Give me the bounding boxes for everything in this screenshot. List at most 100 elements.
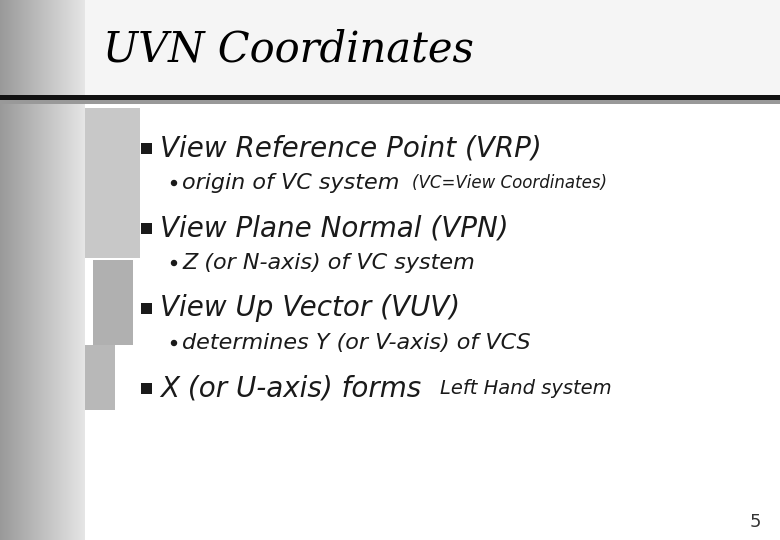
Bar [35, 0, 36, 540]
Bar [0, 100, 780, 104]
Bar [20, 0, 21, 540]
Bar [38, 0, 39, 540]
Bar [56, 0, 57, 540]
Bar [5, 0, 6, 540]
Bar [85, 345, 115, 410]
Bar [22, 0, 23, 540]
Bar [48, 0, 49, 540]
Bar [73, 0, 74, 540]
Bar [93, 260, 133, 345]
Bar [15, 0, 16, 540]
Bar [77, 0, 78, 540]
Bar [37, 0, 38, 540]
Bar [21, 0, 22, 540]
Text: View Plane Normal (VPN): View Plane Normal (VPN) [160, 214, 509, 242]
Bar [36, 0, 37, 540]
Bar [78, 0, 79, 540]
Bar [11, 0, 12, 540]
Bar [62, 0, 63, 540]
Bar [4, 0, 5, 540]
Bar [140, 302, 151, 314]
Bar [19, 0, 20, 540]
Bar [42, 0, 43, 540]
Bar [76, 0, 77, 540]
Bar [3, 0, 4, 540]
Text: Left Hand system: Left Hand system [440, 379, 612, 397]
Bar [44, 0, 45, 540]
Text: UVN Coordinates: UVN Coordinates [103, 29, 474, 71]
Bar [30, 0, 31, 540]
Bar [31, 0, 32, 540]
Bar [17, 0, 18, 540]
Bar [28, 0, 29, 540]
Bar [40, 0, 41, 540]
Bar [71, 0, 72, 540]
Circle shape [172, 180, 176, 186]
Bar [32, 0, 33, 540]
Bar [26, 0, 27, 540]
Bar [45, 0, 46, 540]
Bar [14, 0, 15, 540]
Text: View Reference Point (VRP): View Reference Point (VRP) [160, 134, 542, 162]
Bar [24, 0, 25, 540]
Text: origin of VC system: origin of VC system [182, 173, 399, 193]
Bar [18, 0, 19, 540]
Bar [52, 0, 53, 540]
Bar [41, 0, 42, 540]
Bar [6, 0, 7, 540]
Bar [61, 0, 62, 540]
Bar [80, 0, 81, 540]
Text: X (or U-axis) forms: X (or U-axis) forms [160, 374, 421, 402]
Circle shape [172, 341, 176, 346]
Bar [57, 0, 58, 540]
Bar [1, 0, 2, 540]
Bar [58, 0, 59, 540]
Bar [39, 0, 40, 540]
Bar [47, 0, 48, 540]
Bar [34, 0, 35, 540]
Bar [83, 0, 84, 540]
Bar [69, 0, 70, 540]
Bar [0, 95, 780, 100]
Bar [23, 0, 24, 540]
Bar [50, 0, 51, 540]
Bar [53, 0, 54, 540]
Bar [55, 0, 56, 540]
Bar [49, 0, 50, 540]
Bar [10, 0, 11, 540]
Bar [16, 0, 17, 540]
Bar [85, 0, 780, 95]
Bar [84, 0, 85, 540]
Bar [8, 0, 9, 540]
Bar [140, 382, 151, 394]
Bar [79, 0, 80, 540]
Text: (VC=View Coordinates): (VC=View Coordinates) [412, 174, 607, 192]
Bar [74, 0, 75, 540]
Bar [54, 0, 55, 540]
Bar [27, 0, 28, 540]
Bar [46, 0, 47, 540]
Bar [43, 0, 44, 540]
Bar [29, 0, 30, 540]
Bar [64, 0, 65, 540]
Bar [9, 0, 10, 540]
Text: View Up Vector (VUV): View Up Vector (VUV) [160, 294, 460, 322]
Text: determines Y (or V-axis) of VCS: determines Y (or V-axis) of VCS [182, 333, 530, 353]
Bar [82, 0, 83, 540]
Text: Z (or N-axis) of VC system: Z (or N-axis) of VC system [182, 253, 475, 273]
Bar [65, 0, 66, 540]
Bar [7, 0, 8, 540]
Bar [81, 0, 82, 540]
Bar [67, 0, 68, 540]
Bar [51, 0, 52, 540]
Bar [75, 0, 76, 540]
Bar [68, 0, 69, 540]
Bar [12, 0, 13, 540]
Text: 5: 5 [750, 513, 760, 531]
Bar [140, 143, 151, 153]
Bar [63, 0, 64, 540]
Bar [13, 0, 14, 540]
Bar [70, 0, 71, 540]
Circle shape [172, 260, 176, 266]
Bar [72, 0, 73, 540]
